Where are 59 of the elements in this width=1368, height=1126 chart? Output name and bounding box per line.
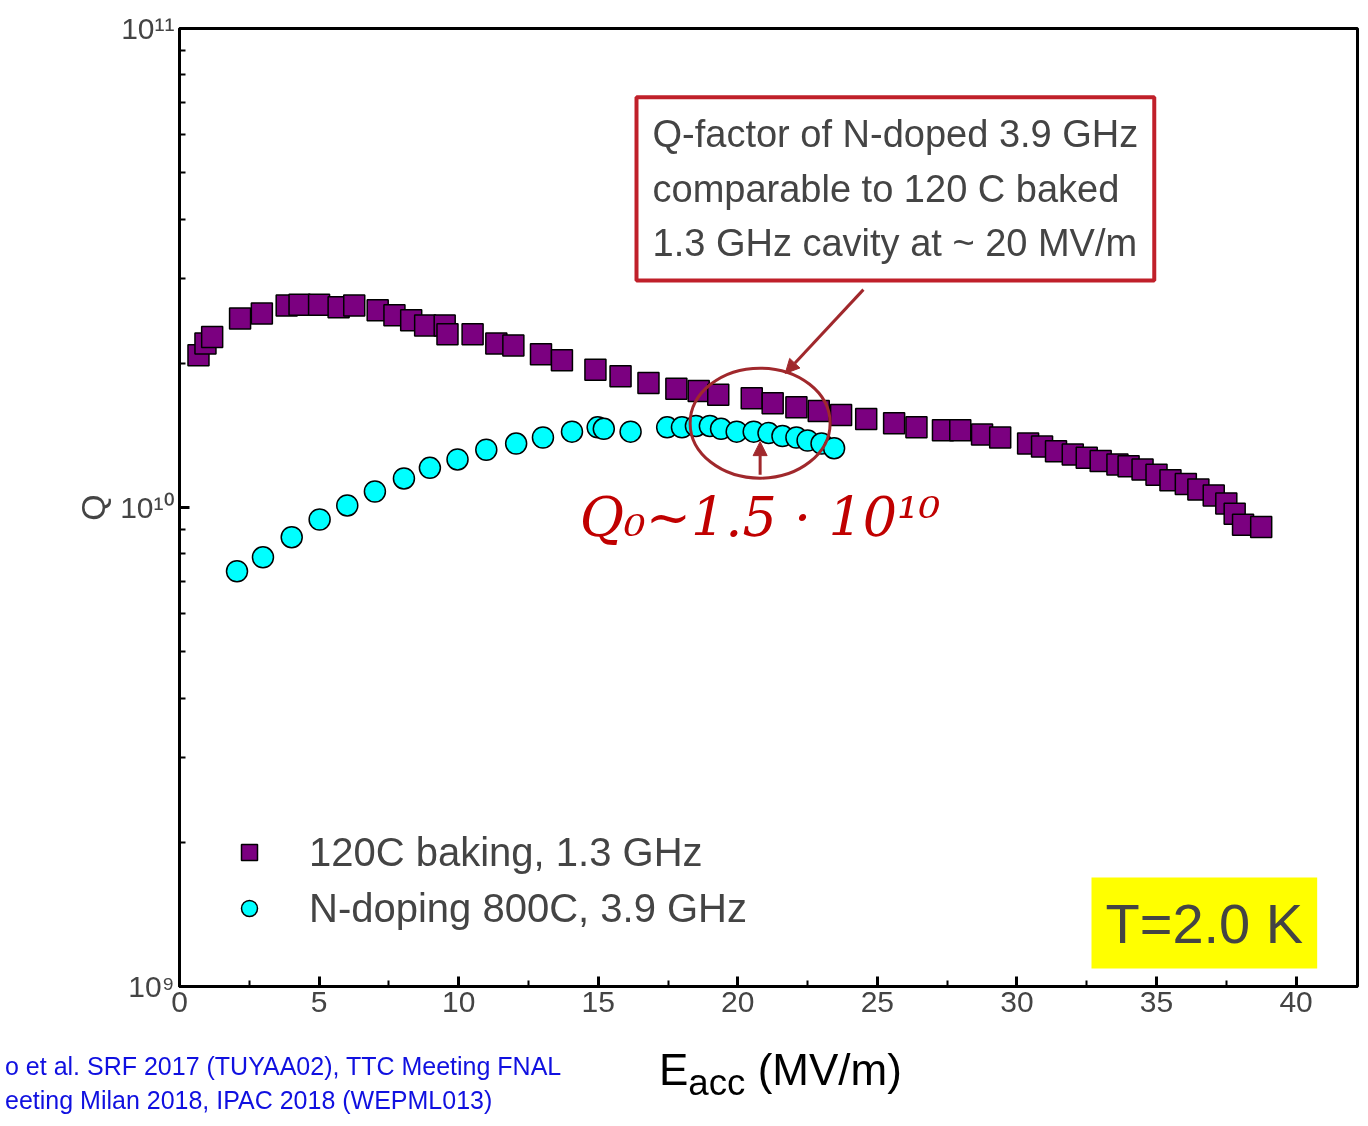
- point: [761, 392, 784, 415]
- point: [829, 403, 853, 427]
- point: [592, 417, 616, 440]
- annotation: Q₀~1.5 · 10¹⁰: [579, 485, 941, 549]
- point: [529, 342, 553, 366]
- point: [584, 358, 607, 381]
- point: [343, 294, 366, 317]
- point: [740, 387, 763, 410]
- point: [363, 480, 387, 503]
- legend-label: N-doping 800C, 3.9 GHz: [309, 884, 748, 932]
- point: [707, 383, 730, 406]
- y-tick-label: 10¹⁰: [120, 491, 175, 524]
- y-axis-title: Q: [74, 494, 113, 521]
- point: [280, 525, 303, 549]
- point: [308, 508, 331, 531]
- x-tick-label: 20: [721, 984, 755, 1018]
- text: o et al. SRF 2017 (TUYAA02), TTC Meeting FNAL: [5, 1052, 562, 1080]
- x-tick-label: 15: [581, 984, 615, 1018]
- point: [475, 438, 498, 461]
- point: [550, 348, 574, 372]
- point: [250, 302, 274, 325]
- point: [446, 448, 469, 471]
- x-tick-label: 30: [1000, 984, 1034, 1018]
- point: [461, 322, 484, 346]
- point: [665, 377, 688, 400]
- point: [436, 322, 459, 346]
- point: [560, 420, 584, 443]
- point: [531, 426, 555, 449]
- point: [609, 364, 632, 388]
- x-tick-label: 5: [310, 984, 328, 1018]
- x-tick-label: 40: [1279, 984, 1313, 1018]
- annotation: T=2.0 K: [1105, 891, 1304, 955]
- point: [418, 456, 442, 480]
- point: [988, 426, 1012, 449]
- point: [502, 334, 525, 357]
- x-tick-label: 25: [860, 984, 895, 1018]
- point: [882, 411, 906, 435]
- point: [949, 418, 972, 442]
- point: [200, 325, 224, 349]
- point: [1249, 515, 1273, 539]
- point: [392, 467, 416, 490]
- point: [336, 494, 359, 517]
- legend-label: 120C baking, 1.3 GHz: [309, 828, 703, 876]
- x-tick-label: 35: [1139, 984, 1174, 1018]
- y-tick-label: 10¹¹: [121, 12, 175, 45]
- point: [228, 307, 252, 330]
- point: [637, 371, 660, 395]
- point: [619, 420, 642, 443]
- x-tick-label: 10: [441, 984, 476, 1018]
- x-axis-title: E$_{acc}$ (MV/m): [659, 1044, 902, 1105]
- point: [905, 416, 928, 439]
- point: [504, 432, 528, 455]
- point: [822, 436, 846, 460]
- point: [225, 560, 249, 583]
- text: eeting Milan 2018, IPAC 2018 (WEPML013): [5, 1086, 493, 1114]
- point: [854, 407, 878, 431]
- point: [785, 395, 808, 419]
- annotation: Q-factor of N-doped 3.9 GHz comparable to 120 C baked 1.3 GHz cavity at ~ 20 MV/m: [652, 113, 1139, 265]
- point: [251, 546, 275, 569]
